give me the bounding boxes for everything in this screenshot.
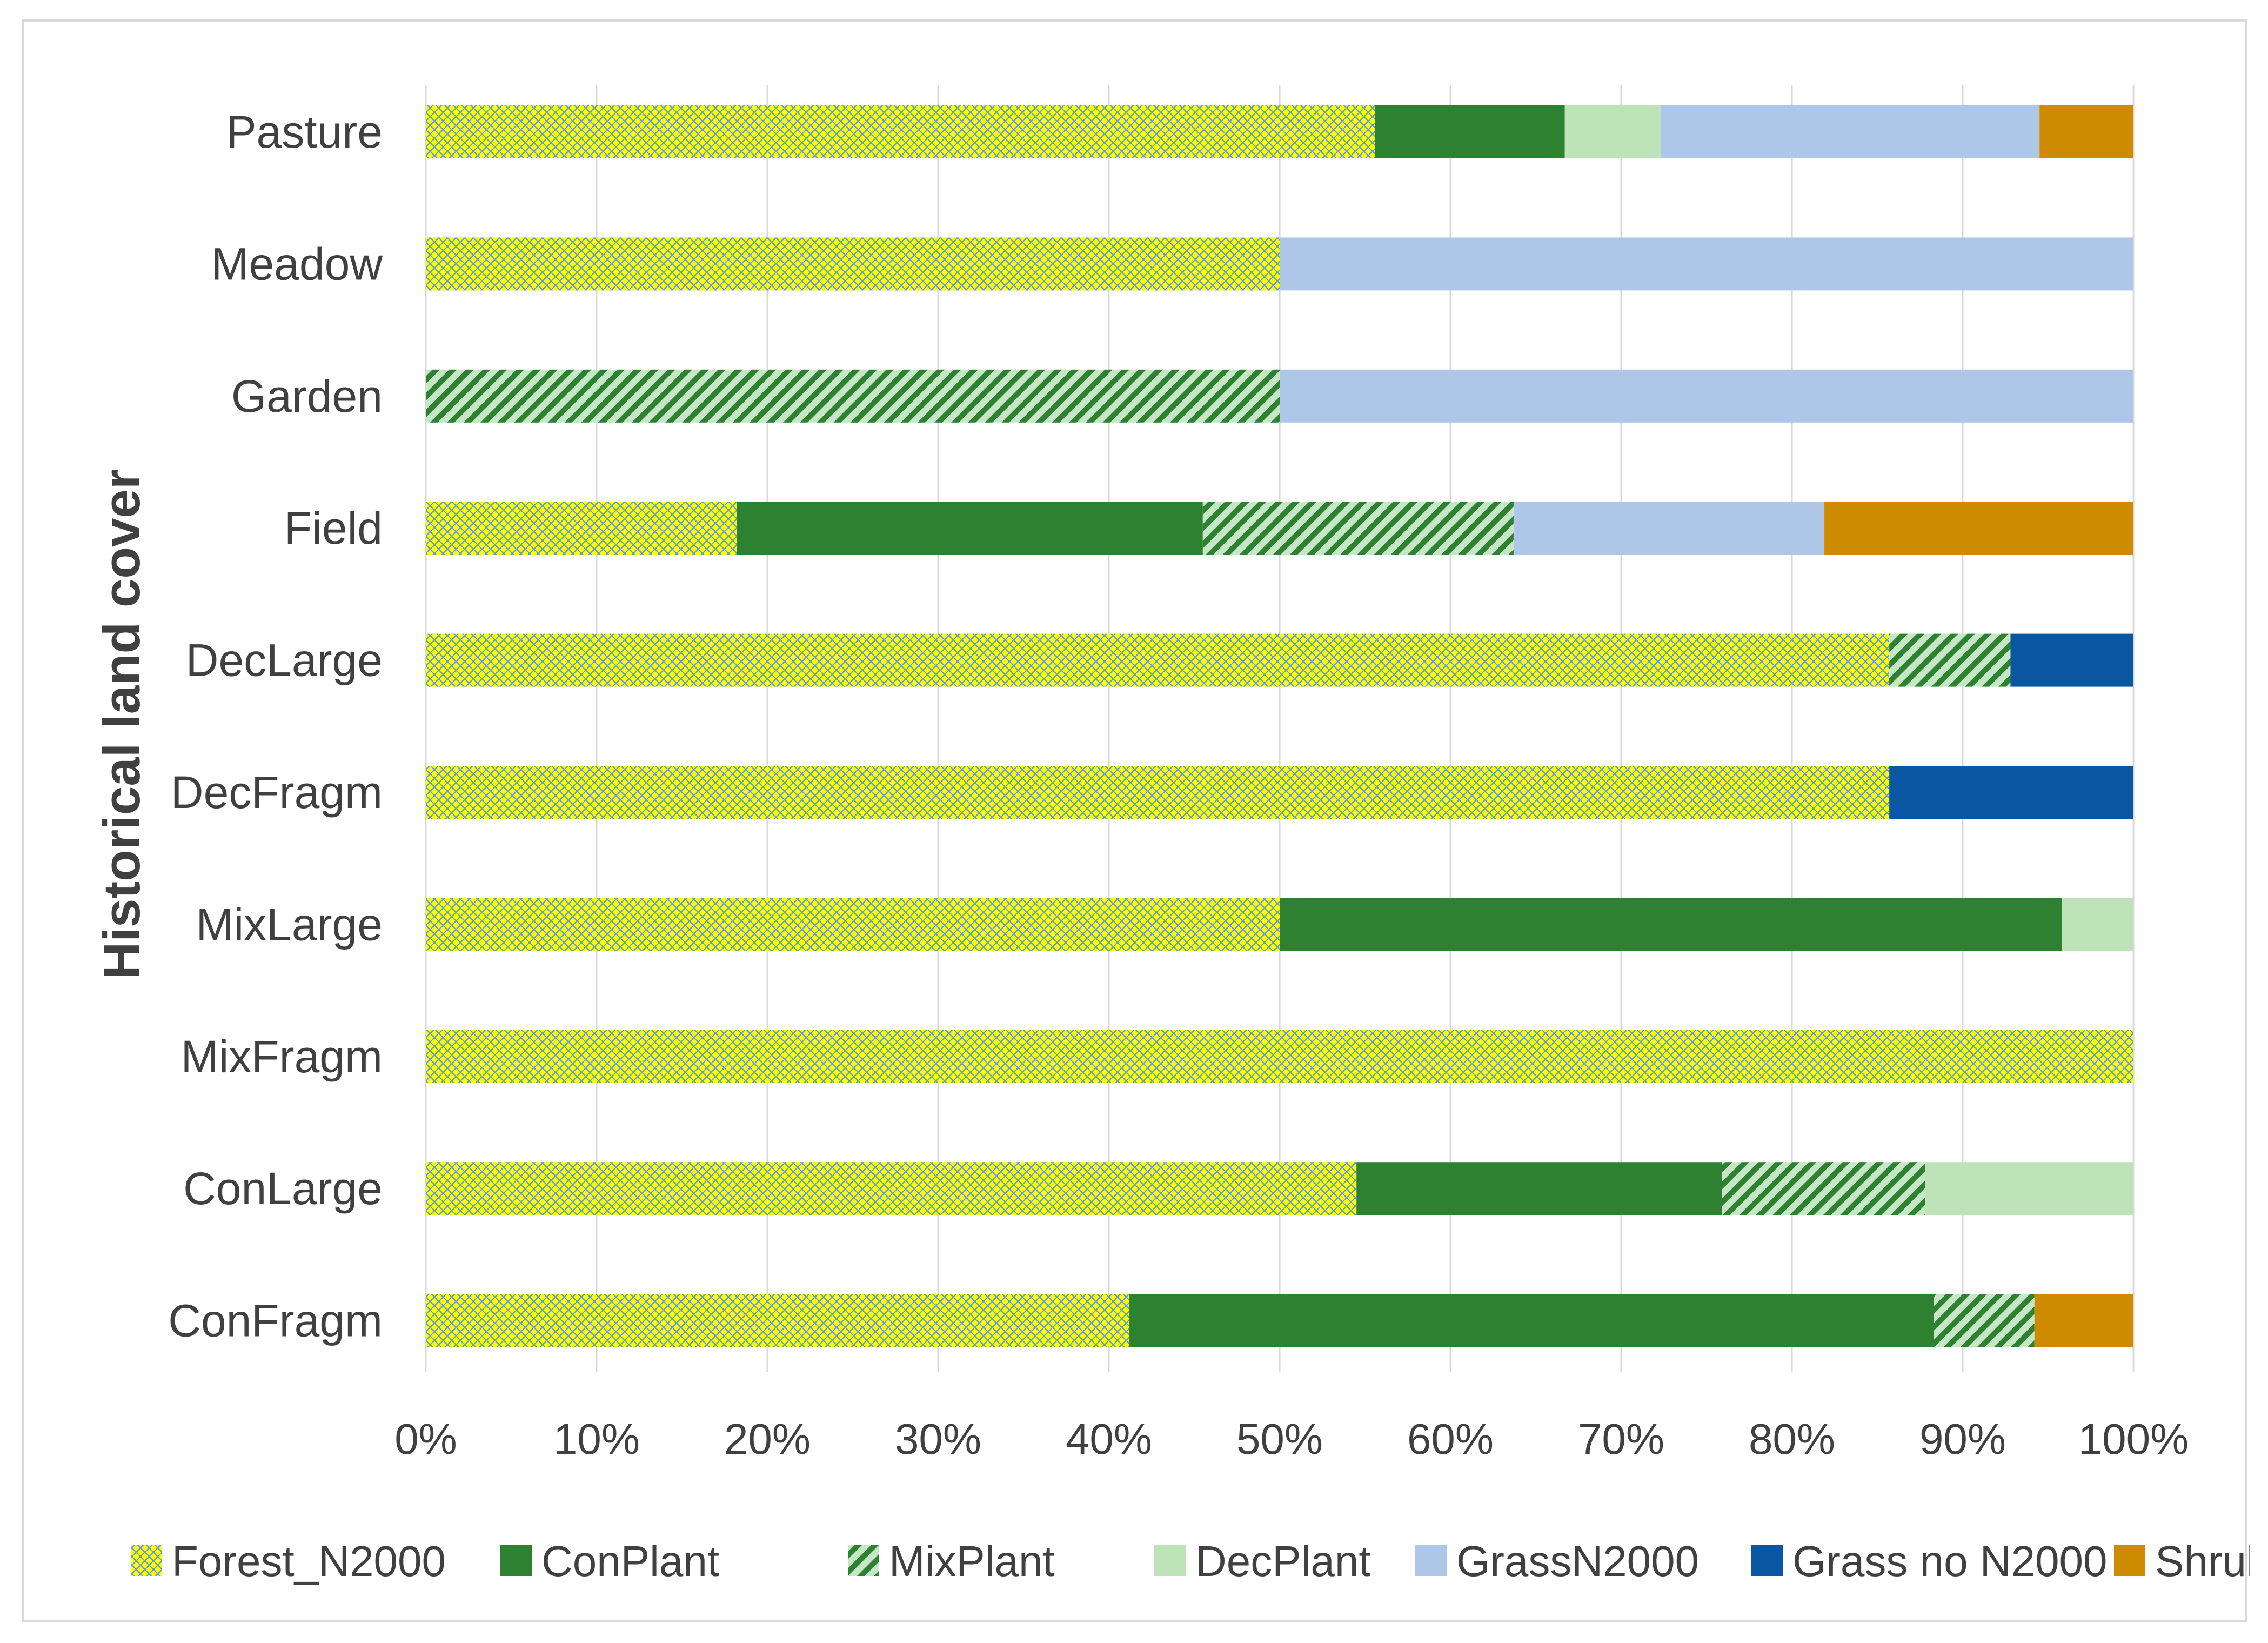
legend-label-shrub: Shrub xyxy=(2155,1537,2250,1585)
bar-mixlarge-conplant xyxy=(1280,898,2062,951)
x-tick-label: 50% xyxy=(1236,1415,1323,1463)
legend-swatch-grassn2000 xyxy=(1415,1545,1447,1576)
bar-pasture-conplant xyxy=(1375,105,1565,158)
bar-garden-grassn2000 xyxy=(1280,369,2133,423)
x-tick-label: 80% xyxy=(1749,1415,1835,1463)
bar-conlarge-mixplant xyxy=(1722,1162,1925,1215)
bar-conlarge-decplant xyxy=(1925,1162,2133,1215)
bar-conlarge-conplant xyxy=(1356,1162,1722,1215)
x-tick-label: 40% xyxy=(1066,1415,1152,1463)
x-tick-label: 90% xyxy=(1919,1415,2006,1463)
x-tick-label: 30% xyxy=(895,1415,981,1463)
chart-frame: Pasture Meadow Garden Field DecLarge DecFragm… xyxy=(22,19,2250,1622)
legend-label-grassn2000: GrassN2000 xyxy=(1456,1537,1699,1585)
bar-confragm-mixplant xyxy=(1934,1294,2035,1347)
x-tick-label: 100% xyxy=(2078,1415,2189,1463)
legend-swatch-shrub xyxy=(2114,1545,2145,1576)
legend-swatch-mixplant xyxy=(848,1545,879,1576)
x-tick-label: 0% xyxy=(394,1415,457,1463)
bar-mixlarge-forest-n2000 xyxy=(426,898,1280,951)
bar-mixfragm-forest-n2000 xyxy=(426,1030,2133,1083)
x-tick-label: 60% xyxy=(1407,1415,1494,1463)
x-tick-label: 70% xyxy=(1578,1415,1664,1463)
bar-declarge-grass-no-n2000 xyxy=(2010,633,2133,687)
legend-item-shrub: Shrub xyxy=(2114,1537,2250,1585)
legend-item-grassn2000: GrassN2000 xyxy=(1415,1537,1699,1585)
category-label-mixfragm: MixFragm xyxy=(181,1031,383,1082)
x-tick-label: 10% xyxy=(553,1415,640,1463)
legend-label-grass-no-n2000: Grass no N2000 xyxy=(1792,1537,2108,1585)
category-label-declarge: DecLarge xyxy=(186,635,383,686)
legend-label-conplant: ConPlant xyxy=(541,1537,719,1585)
y-axis-title: Historical land cover xyxy=(93,469,151,979)
x-tick-labels: 0% 10% 20% 30% 40% 50% 60% 70% 80% 90% 100% xyxy=(394,1415,2189,1463)
legend-swatch-conplant xyxy=(500,1545,532,1576)
gridlines xyxy=(425,85,2135,1372)
bar-pasture-grassn2000 xyxy=(1660,105,2040,158)
bar-pasture-decplant xyxy=(1564,105,1661,158)
category-label-conlarge: ConLarge xyxy=(183,1163,383,1214)
bar-meadow-grassn2000 xyxy=(1280,237,2133,291)
legend-item-mixplant: MixPlant xyxy=(848,1537,1055,1585)
bar-mixlarge-decplant xyxy=(2062,898,2133,951)
bar-garden-mixplant xyxy=(426,369,1280,423)
category-label-confragm: ConFragm xyxy=(168,1295,383,1346)
legend-swatch-forest-n2000 xyxy=(131,1545,162,1576)
category-labels: Pasture Meadow Garden Field DecLarge DecFragm… xyxy=(168,106,383,1346)
category-label-pasture: Pasture xyxy=(226,106,383,157)
bar-field-conplant xyxy=(737,502,1203,555)
bar-declarge-mixplant xyxy=(1889,633,2011,687)
legend-item-grass-no-n2000: Grass no N2000 xyxy=(1751,1537,2108,1585)
bar-field-forest-n2000 xyxy=(426,502,737,555)
category-label-garden: Garden xyxy=(231,371,383,422)
legend-swatch-decplant xyxy=(1154,1545,1186,1576)
bar-confragm-shrub xyxy=(2034,1294,2133,1347)
bars xyxy=(426,105,2133,1347)
legend-label-decplant: DecPlant xyxy=(1195,1537,1371,1585)
bar-pasture-shrub xyxy=(2039,105,2133,158)
bar-decfragm-forest-n2000 xyxy=(426,766,1890,819)
legend-item-conplant: ConPlant xyxy=(500,1537,719,1585)
bar-field-mixplant xyxy=(1202,502,1514,555)
bar-meadow-forest-n2000 xyxy=(426,237,1280,291)
category-label-mixlarge: MixLarge xyxy=(196,899,383,950)
bar-field-shrub xyxy=(1824,502,2133,555)
bar-confragm-forest-n2000 xyxy=(426,1294,1129,1347)
bar-decfragm-grass-no-n2000 xyxy=(1889,766,2133,819)
category-label-decfragm: DecFragm xyxy=(171,767,383,818)
category-label-meadow: Meadow xyxy=(211,238,383,289)
legend-label-forest-n2000: Forest_N2000 xyxy=(172,1537,446,1585)
bar-confragm-conplant xyxy=(1129,1294,1934,1347)
bar-conlarge-forest-n2000 xyxy=(426,1162,1357,1215)
x-tick-label: 20% xyxy=(724,1415,811,1463)
legend-item-decplant: DecPlant xyxy=(1154,1537,1371,1585)
legend: Forest_N2000 ConPlant MixPlant DecPlant Gras… xyxy=(131,1537,2250,1585)
bar-field-grassn2000 xyxy=(1513,502,1825,555)
bar-pasture-forest-n2000 xyxy=(426,105,1375,158)
stacked-bar-chart: Pasture Meadow Garden Field DecLarge DecFragm… xyxy=(93,85,2250,1585)
legend-swatch-grass-no-n2000 xyxy=(1751,1545,1783,1576)
legend-label-mixplant: MixPlant xyxy=(889,1537,1055,1585)
category-label-field: Field xyxy=(284,503,383,553)
legend-item-forest-n2000: Forest_N2000 xyxy=(131,1537,446,1585)
bar-declarge-forest-n2000 xyxy=(426,633,1890,687)
